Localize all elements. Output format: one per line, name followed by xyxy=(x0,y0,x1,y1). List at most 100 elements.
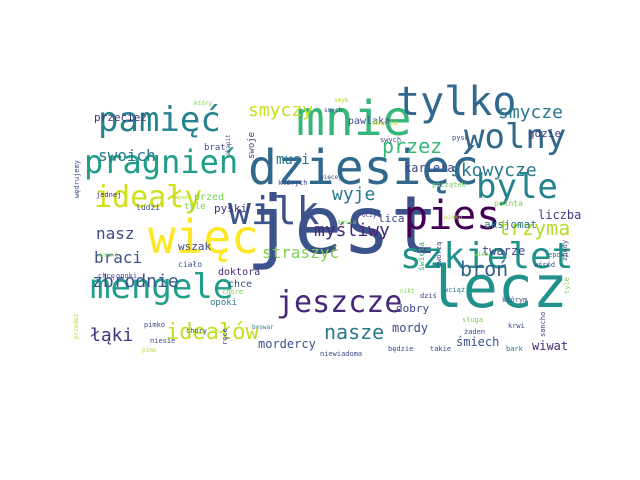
cloud-word: opoki xyxy=(210,297,238,308)
cloud-word: smyczy xyxy=(248,99,314,121)
cloud-word: którym xyxy=(502,296,528,305)
cloud-word: dziesięć xyxy=(248,139,480,196)
cloud-word: myśliwy xyxy=(314,219,390,241)
cloud-word: nikt xyxy=(400,288,415,296)
cloud-word: wiem xyxy=(474,251,489,259)
cloud-word: napadł xyxy=(172,195,191,201)
cloud-word: gdzie xyxy=(528,127,562,141)
cloud-word: pimo xyxy=(142,347,157,355)
cloud-word: będzie xyxy=(388,345,414,354)
cloud-word: śmiech xyxy=(456,335,500,350)
cloud-word: szkielet xyxy=(400,236,574,278)
cloud-word: pamięć xyxy=(98,99,221,140)
cloud-word: chce xyxy=(228,279,253,290)
cloud-word: pointa xyxy=(494,198,523,208)
cloud-word: wilk xyxy=(228,188,320,233)
cloud-word: tworzą xyxy=(435,241,443,268)
cloud-word: przecież xyxy=(94,111,147,125)
cloud-word: braci xyxy=(94,248,143,268)
cloud-word: dożo xyxy=(210,329,223,335)
cloud-word: trzyma xyxy=(498,216,571,240)
cloud-word: wieku xyxy=(444,214,463,222)
cloud-word: wciąż xyxy=(444,286,466,295)
cloud-word: ideałów xyxy=(166,320,259,346)
cloud-word: smycze xyxy=(498,101,564,123)
cloud-word: twarze xyxy=(482,244,526,259)
cloud-word: zbudy xyxy=(561,239,569,261)
cloud-word: skapit xyxy=(225,133,232,156)
cloud-word: wszak xyxy=(178,240,212,254)
cloud-word: dziś xyxy=(420,292,437,301)
cloud-word: takie xyxy=(430,345,452,354)
cloud-word: krwi xyxy=(508,322,525,331)
cloud-word: dobry xyxy=(396,302,430,316)
cloud-word: mnie xyxy=(296,90,412,147)
cloud-word: pyski xyxy=(214,202,248,216)
cloud-word: ideały xyxy=(94,180,203,215)
cloud-word: browar xyxy=(252,324,274,332)
cloud-word: święta xyxy=(417,241,426,271)
cloud-word: mengele xyxy=(90,266,234,307)
cloud-word: ciało xyxy=(178,259,203,269)
cloud-word: wiwat xyxy=(532,339,569,354)
cloud-word: ludzi xyxy=(136,202,161,212)
cloud-word: sługa xyxy=(462,316,484,325)
cloud-word: jeszcze xyxy=(276,285,403,320)
cloud-word: skapnie xyxy=(372,120,398,128)
cloud-word: wyje xyxy=(332,183,376,205)
cloud-word: tyle xyxy=(563,276,571,294)
cloud-word: nasz xyxy=(96,224,135,244)
cloud-word: wolny xyxy=(464,116,567,157)
cloud-word: swoje xyxy=(247,131,257,159)
cloud-word: kariera xyxy=(404,161,455,176)
cloud-word: aksjomat xyxy=(484,218,537,232)
cloud-word: ręce xyxy=(221,327,229,345)
cloud-word: przed xyxy=(194,192,225,203)
cloud-word: pysk xyxy=(452,134,469,143)
cloud-word: więcej xyxy=(320,174,342,182)
cloud-word: broń xyxy=(460,257,509,281)
cloud-word: który xyxy=(194,100,213,108)
cloud-word: epoki xyxy=(548,251,570,260)
cloud-word: mordy xyxy=(392,321,429,336)
cloud-word: skowycze xyxy=(450,159,537,181)
cloud-word: niesie xyxy=(150,337,176,346)
cloud-word: łąki xyxy=(90,324,134,346)
cloud-word: oczy xyxy=(362,212,377,220)
cloud-word: doktora xyxy=(218,267,261,278)
cloud-word: wśród xyxy=(534,261,556,270)
cloud-word: smych xyxy=(324,107,343,115)
cloud-word: więc xyxy=(148,210,259,265)
cloud-word: wędrujemy xyxy=(73,159,81,198)
cloud-word: chory xyxy=(186,327,208,336)
cloud-word: opoki xyxy=(116,272,138,281)
cloud-word: smyk xyxy=(334,97,349,105)
cloud-word: początek xyxy=(432,181,466,190)
cloud-word: przez xyxy=(382,134,443,158)
cloud-word: mysla xyxy=(338,219,357,227)
cloud-word: lecz xyxy=(428,252,568,321)
cloud-word: lica xyxy=(378,212,405,226)
cloud-word: żaden xyxy=(464,328,486,337)
cloud-word: zbrodnie xyxy=(92,270,179,292)
cloud-word: niewiadoma xyxy=(320,350,363,359)
cloud-word: pawlaka xyxy=(348,116,391,127)
cloud-word: nasze xyxy=(324,320,385,344)
cloud-word: swych xyxy=(380,136,402,145)
cloud-word: jednej xyxy=(96,191,122,200)
cloud-word: swoich xyxy=(98,146,156,166)
cloud-word: przedeż xyxy=(73,313,80,340)
cloud-word: pragnień xyxy=(84,143,239,182)
cloud-word: których xyxy=(278,179,308,188)
cloud-word: liczba xyxy=(538,208,582,223)
cloud-word: pimko xyxy=(144,321,166,330)
cloud-word: musi xyxy=(276,151,310,168)
cloud-word: tylko xyxy=(396,79,517,125)
cloud-word: straszyć xyxy=(262,243,340,263)
cloud-word: chore xyxy=(222,288,244,297)
cloud-word: mordercy xyxy=(258,337,316,352)
cloud-word: broni xyxy=(100,252,119,260)
cloud-word: jest xyxy=(246,179,439,272)
cloud-word: byle xyxy=(476,166,558,207)
